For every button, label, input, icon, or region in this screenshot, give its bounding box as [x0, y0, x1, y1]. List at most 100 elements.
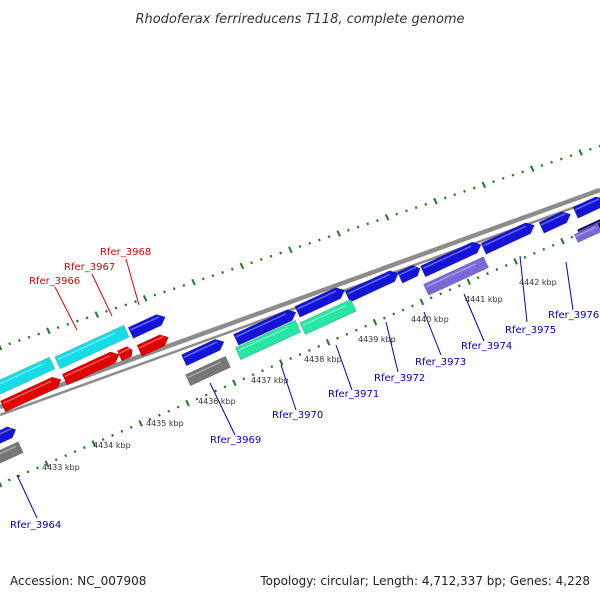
scale-tick-lower [372, 318, 378, 326]
scale-tick-upper [8, 342, 12, 346]
scale-tick-upper [521, 170, 524, 174]
scale-tick-upper [376, 219, 379, 223]
gene-arrow-rfer-3971 [299, 299, 357, 335]
gene-arrow-rfer-3976-b-highlight [578, 221, 600, 233]
gene-arrow-rfer-3964-b-highlight [0, 445, 17, 455]
scale-tick-upper [463, 189, 466, 193]
gene-arrow-upper [397, 264, 421, 284]
scale-tick-lower [17, 474, 21, 478]
gene-arrow-rfer-3968-red-highlight [138, 336, 164, 349]
kbp-label: 4442 kbp [519, 278, 557, 287]
scale-tick-upper [530, 165, 535, 173]
genome-stats-text: Topology: circular; Length: 4,712,337 bp… [260, 574, 590, 588]
scale-tick-upper [259, 257, 263, 261]
gene-arrow-rfer-3974-highlight [483, 225, 526, 247]
scale-tick-lower [345, 332, 349, 336]
scale-tick-upper [221, 270, 224, 274]
kbp-label: 4441 kbp [465, 295, 503, 304]
scale-tick-upper [153, 293, 157, 297]
gene-label-rfer-3966: Rfer_3966 [29, 276, 80, 287]
scale-tick-lower [36, 466, 39, 470]
scale-tick-lower [382, 316, 386, 320]
scale-tick-lower [476, 276, 480, 280]
scale-tick-upper [366, 222, 370, 226]
kbp-label: 4433 kbp [42, 463, 80, 472]
gene-arrow-rfer-3976-c-highlight [575, 226, 596, 238]
scale-tick-upper [46, 327, 51, 335]
scale-tick-upper [230, 267, 234, 271]
scale-tick-lower [148, 417, 152, 421]
gene-arrow-rfer-3969 [181, 338, 225, 367]
scale-tick-upper [76, 319, 79, 323]
leader-rfer-3972 [385, 321, 399, 373]
gene-arrow-rfer-3969-highlight [183, 341, 218, 358]
scale-tick-lower [560, 237, 565, 245]
scale-tick-upper [279, 251, 283, 255]
scale-tick-lower [364, 324, 368, 328]
scale-tick-lower [223, 385, 227, 389]
scale-tick-upper [492, 180, 495, 184]
gene-arrow-rfer-3964-b [0, 441, 24, 464]
scale-tick-upper [443, 196, 447, 200]
scale-tick-lower [7, 478, 11, 482]
gene-arrow-rfer-3964-upper [0, 426, 17, 444]
scale-tick-upper [191, 278, 196, 286]
gene-features [0, 196, 600, 464]
scale-tick-lower [242, 377, 246, 381]
gene-arrow-rfer-3968-red [136, 334, 169, 357]
gene-arrow-upper [294, 287, 346, 318]
scale-tick-lower [504, 263, 508, 267]
kbp-label: 4439 kbp [358, 335, 396, 344]
scale-tick-lower [354, 328, 358, 332]
gene-arrow-rfer-3970-highlight [237, 326, 289, 352]
scale-tick-upper [578, 149, 583, 156]
scale-tick-upper [37, 332, 41, 336]
scale-tick-lower [317, 344, 321, 348]
leader-rfer-3969 [209, 382, 236, 436]
scale-tick-lower [486, 272, 489, 276]
leader-rfer-3968 [125, 258, 140, 306]
gene-arrow-rfer-3967-red [61, 351, 120, 386]
gene-arrow-red-small [116, 346, 133, 362]
gene-arrow-rfer-3975-highlight [540, 213, 566, 226]
scale-tick-upper [308, 241, 312, 245]
gene-arrow-rfer-3973 [420, 241, 482, 278]
gene-arrow-rfer-3973-b [423, 256, 489, 296]
gene-label-rfer-3964: Rfer_3964 [10, 520, 61, 531]
gene-label-rfer-3969: Rfer_3969 [210, 435, 261, 446]
scale-tick-lower [523, 255, 527, 259]
scale-tick-lower [261, 369, 264, 373]
gene-arrow-rfer-3974 [480, 222, 535, 255]
scale-tick-lower [214, 389, 218, 393]
leader-rfer-3971 [335, 344, 353, 391]
scale-tick-lower [429, 296, 433, 300]
scale-tick-lower [111, 433, 114, 437]
gene-arrow-rfer-3971-highlight [302, 305, 345, 327]
kbp-label: 4435 kbp [146, 419, 184, 428]
scale-tick-upper [405, 209, 408, 213]
scale-tick-upper [453, 193, 457, 197]
scale-tick-upper [414, 206, 418, 210]
scale-tick-upper [384, 213, 390, 221]
kbp-label: 4438 kbp [304, 355, 342, 364]
scale-tick-upper [105, 309, 108, 313]
scale-tick-lower [82, 446, 86, 450]
scale-tick-lower [392, 312, 396, 316]
accession-text: Accession: NC_007908 [10, 574, 147, 588]
gene-arrow-rfer-3973-b-highlight [426, 263, 477, 288]
gene-arrow-rfer-3968 [127, 314, 166, 339]
gene-arrow-rfer-3973-highlight [422, 245, 472, 269]
leader-rfer-3974 [463, 293, 485, 342]
gene-label-rfer-3968: Rfer_3968 [100, 247, 151, 258]
gene-label-rfer-3975: Rfer_3975 [505, 325, 556, 336]
scale-tick-lower [532, 251, 536, 255]
gene-arrow-rfer-3976 [572, 196, 600, 219]
map-title: Rhodoferax ferrireducens T118, complete … [135, 12, 464, 27]
scale-tick-upper [269, 254, 273, 258]
kbp-label: 4436 kbp [198, 397, 236, 406]
scale-tick-upper [250, 261, 254, 265]
scale-tick-lower [195, 397, 199, 401]
scale-tick-upper [501, 176, 505, 180]
scale-tick-lower [129, 425, 133, 429]
gene-arrow-rfer-3967-highlight [57, 332, 116, 361]
